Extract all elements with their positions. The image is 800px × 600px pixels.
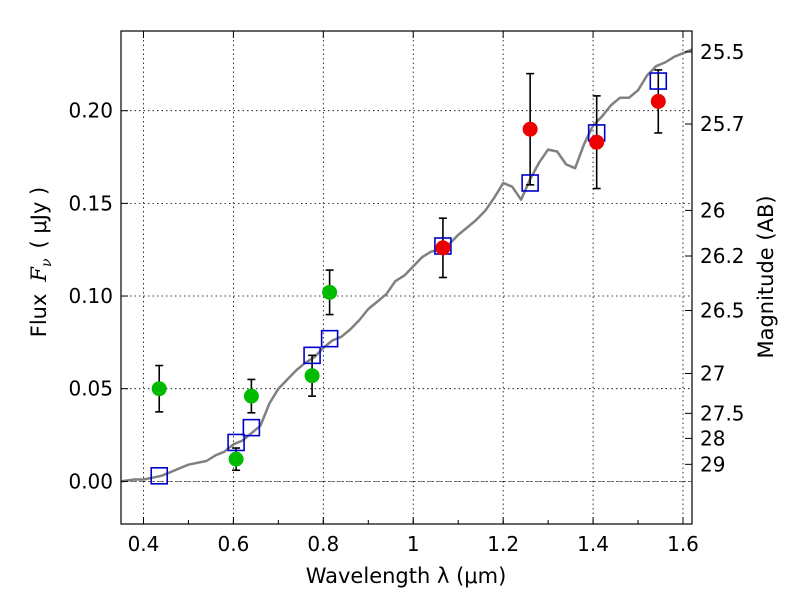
- x-tick-label: 1.2: [487, 532, 519, 556]
- x-tick-label: 0.4: [128, 532, 160, 556]
- magnitude-tick-label: 26.2: [700, 244, 745, 268]
- green-data-point: [228, 451, 244, 467]
- red-data-point: [435, 240, 451, 256]
- y-tick-label: 0.20: [68, 99, 113, 123]
- data-markers: [150, 72, 668, 485]
- y-tick-label: 0.10: [68, 284, 113, 308]
- y-axis-label-unit: ( μJy ): [27, 187, 51, 249]
- magnitude-tick-label: 27.5: [700, 401, 745, 425]
- magnitude-tick-label: 26.5: [700, 298, 745, 322]
- green-data-point: [151, 381, 167, 397]
- model-photometry-square: [150, 467, 169, 485]
- x-tick-label: 0.6: [217, 532, 249, 556]
- model-photometry-square: [521, 174, 539, 192]
- green-data-point: [304, 368, 320, 384]
- green-data-point: [243, 388, 259, 404]
- y-tick-label: 0.15: [68, 191, 113, 215]
- plot-frame: [120, 30, 693, 525]
- x-tick-label: 1: [407, 532, 420, 556]
- model-photometry-square: [649, 72, 668, 90]
- y-tick-label: 0.05: [68, 377, 113, 401]
- y-tick-label: 0.00: [68, 469, 113, 493]
- model-sed-layer: [120, 48, 693, 483]
- magnitude-axis-label: Magnitude (AB): [754, 195, 778, 358]
- magnitude-tick-label: 25.5: [700, 40, 745, 64]
- x-axis-label: Wavelength λ (μm): [306, 564, 507, 588]
- tick-labels: 0.4 0.6 0.8 1 1.2 1.4 1.6 0.00 0.05 0.10 0.15 0.20 2…: [68, 40, 744, 556]
- model-photometry-square: [320, 329, 339, 348]
- x-tick-label: 1.4: [577, 532, 609, 556]
- red-data-point: [522, 121, 538, 137]
- green-data-point: [322, 284, 338, 300]
- red-data-point: [650, 93, 666, 109]
- model-sed-line: [120, 48, 693, 483]
- model-photometry-square: [227, 433, 245, 452]
- y-axis-label-symbol: F: [27, 266, 51, 283]
- magnitude-tick-label: 26: [700, 198, 725, 222]
- model-photometry-square: [242, 418, 261, 437]
- axis-ticks: [121, 31, 692, 524]
- magnitude-tick-label: 25.7: [700, 112, 745, 136]
- x-tick-label: 0.8: [307, 532, 339, 556]
- y-axis-label-prefix: Flux: [27, 294, 51, 338]
- grid-lines: [121, 31, 692, 524]
- magnitude-tick-label: 28: [700, 426, 725, 450]
- magnitude-tick-label: 29: [700, 452, 725, 476]
- y-axis-label: Flux Fν ( μJy ): [27, 187, 55, 337]
- magnitude-tick-label: 27: [700, 362, 725, 386]
- y-axis-label-subscript: ν: [39, 258, 55, 267]
- red-data-point: [589, 134, 605, 150]
- model-photometry-square: [303, 346, 321, 365]
- x-tick-label: 1.6: [667, 532, 699, 556]
